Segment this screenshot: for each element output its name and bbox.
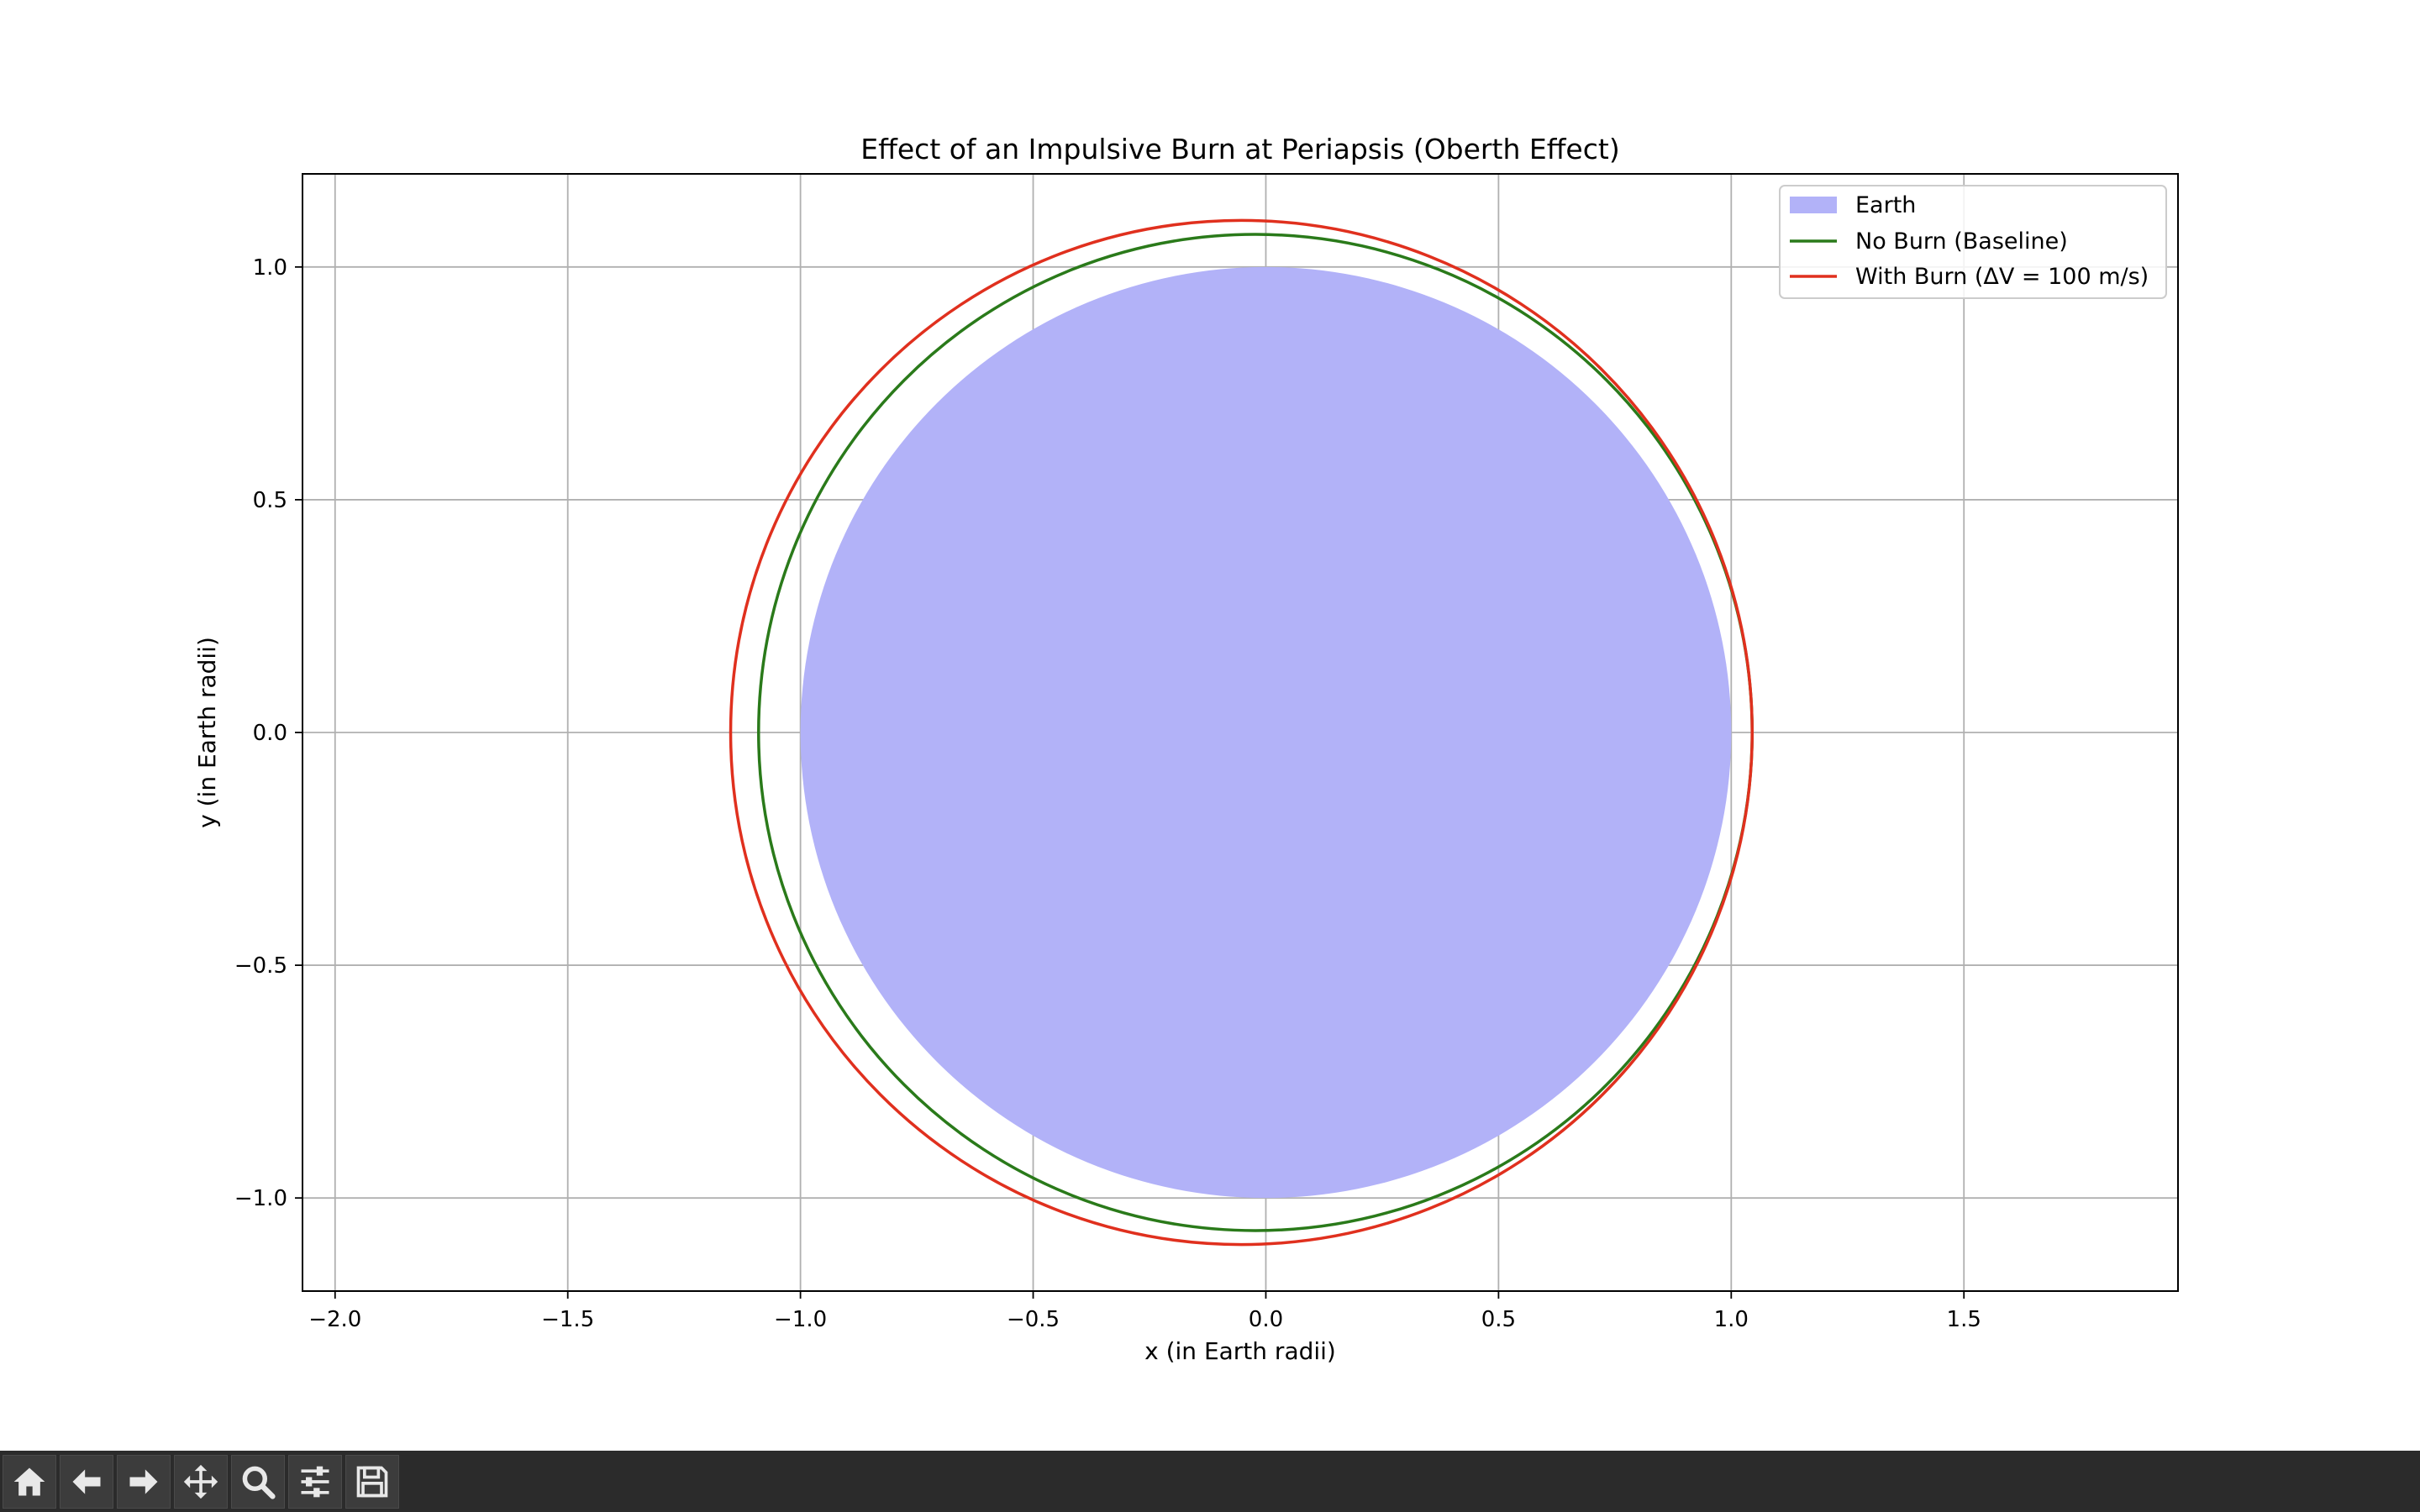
plot-data — [729, 218, 1754, 1247]
x-tick-label: −1.0 — [774, 1307, 827, 1332]
move-icon — [183, 1464, 218, 1499]
y-axis-label: y (in Earth radii) — [193, 637, 221, 828]
x-tick-label: 0.5 — [1481, 1307, 1516, 1332]
y-tick-label: 1.0 — [253, 255, 287, 281]
forward-button[interactable] — [117, 1454, 171, 1509]
x-axis-label: x (in Earth radii) — [1144, 1337, 1336, 1365]
floppy-icon — [356, 1466, 388, 1497]
arrow-left-icon — [72, 1468, 101, 1494]
x-tick-label: 1.5 — [1947, 1307, 1981, 1332]
legend-label-earth: Earth — [1855, 192, 1916, 218]
y-tick-label: 0.0 — [253, 721, 287, 746]
back-button[interactable] — [60, 1454, 113, 1509]
earth-disc — [800, 266, 1732, 1199]
home-icon — [13, 1467, 45, 1495]
legend-label-with-burn: With Burn (ΔV = 100 m/s) — [1855, 264, 2149, 290]
zoom-button[interactable] — [231, 1454, 285, 1509]
arrow-right-icon — [129, 1468, 158, 1494]
x-tick-label: −0.5 — [1007, 1307, 1060, 1332]
magnifier-icon — [242, 1466, 276, 1499]
sliders-icon — [301, 1466, 329, 1497]
x-tick-label: 0.0 — [1249, 1307, 1283, 1332]
legend-label-no-burn: No Burn (Baseline) — [1855, 228, 2068, 255]
ticks: −2.0 −1.5 −1.0 −0.5 0.0 0.5 1.0 1.5 −1.0 −0.5 0.0 0… — [234, 255, 1981, 1332]
figure: −2.0 −1.5 −1.0 −0.5 0.0 0.5 1.0 1.5 −1.0 −0.5 0.0 0… — [193, 133, 2179, 1365]
legend-box — [1779, 185, 2167, 299]
chart-title: Effect of an Impulsive Burn at Periapsis… — [860, 133, 1619, 165]
home-button[interactable] — [3, 1454, 56, 1509]
configure-subplots-button[interactable] — [288, 1454, 342, 1509]
x-tick-label: −2.0 — [308, 1307, 361, 1332]
navigation-toolbar — [0, 1451, 2420, 1512]
x-tick-label: 1.0 — [1714, 1307, 1749, 1332]
y-tick-label: −0.5 — [234, 953, 287, 979]
save-button[interactable] — [345, 1454, 399, 1509]
y-tick-label: 0.5 — [253, 488, 287, 513]
y-tick-label: −1.0 — [234, 1186, 287, 1211]
legend-swatch-earth — [1790, 197, 1837, 213]
orbit-with-burn — [729, 218, 1754, 1247]
legend: Earth No Burn (Baseline) With Burn (ΔV =… — [1779, 185, 2167, 299]
chart: −2.0 −1.5 −1.0 −0.5 0.0 0.5 1.0 1.5 −1.0 −0.5 0.0 0… — [193, 133, 2179, 1365]
x-tick-label: −1.5 — [541, 1307, 594, 1332]
pan-button[interactable] — [174, 1454, 228, 1509]
